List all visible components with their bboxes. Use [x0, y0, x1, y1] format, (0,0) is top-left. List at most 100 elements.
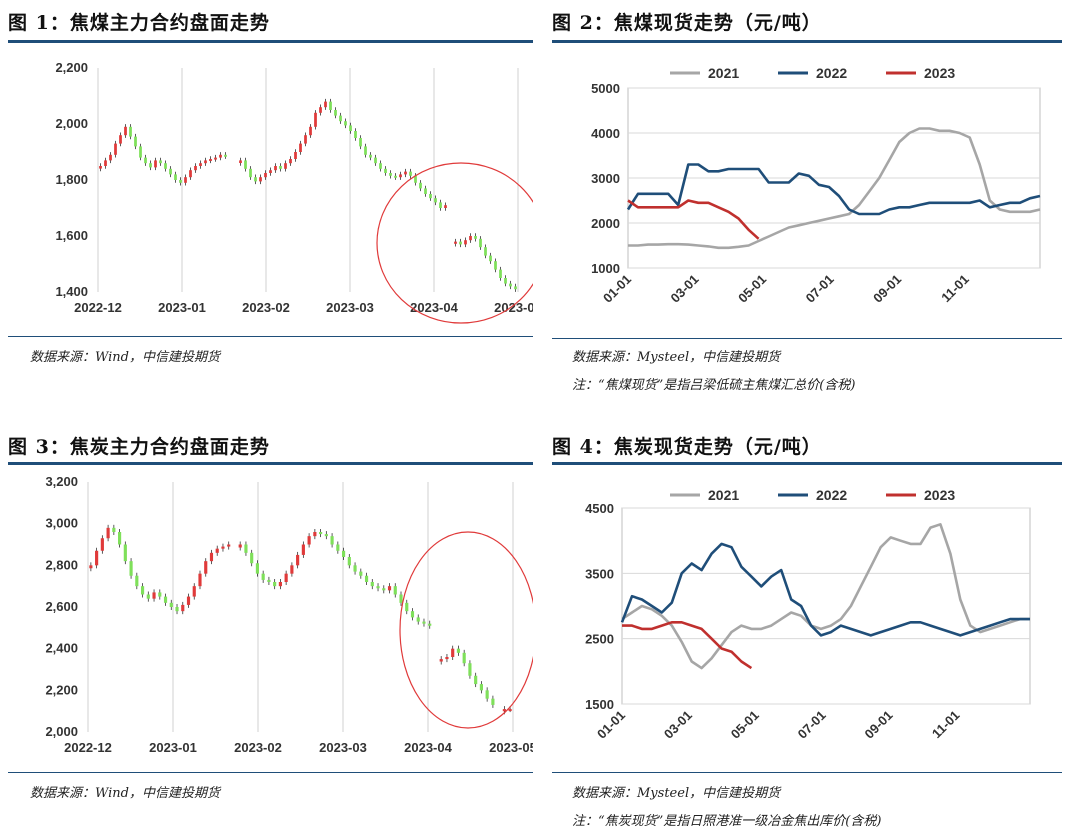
candle-body	[269, 170, 272, 173]
candle-body	[329, 101, 332, 110]
candle-body	[424, 188, 427, 194]
y-tick-label: 3,000	[45, 516, 78, 531]
candle-body	[354, 131, 357, 138]
candle-body	[289, 159, 292, 164]
candle-body	[359, 571, 363, 576]
series-line-2021	[628, 127, 1041, 250]
y-tick-label: 2,400	[45, 641, 78, 656]
y-tick-label: 5000	[591, 81, 620, 96]
y-tick-label: 4000	[591, 126, 620, 141]
candle-body	[484, 247, 487, 256]
y-tick-label: 1000	[591, 261, 620, 276]
candle-body	[152, 592, 156, 599]
candle-body	[209, 552, 214, 562]
figure-1-title: 图 1：焦煤主力合约盘面走势	[8, 12, 270, 34]
candle-body	[347, 557, 351, 566]
candle-body	[284, 163, 287, 169]
figure-2-title: 图 2：焦煤现货走势（元/吨）	[552, 12, 822, 34]
x-tick-label: 2023-04	[410, 300, 458, 315]
candle-body	[238, 544, 242, 548]
candle-body	[330, 536, 334, 545]
candle-body	[341, 550, 346, 557]
y-tick-label: 3000	[591, 171, 620, 186]
candle-body	[376, 586, 380, 589]
candle-body	[244, 544, 248, 553]
figure-2-chart: 1000 2000 3000 4000 5000 01-01 03-01 05-01 07-01…	[591, 65, 1041, 306]
candle-body	[179, 180, 182, 183]
candle-body	[399, 594, 403, 603]
x-tick-label: 03-01	[668, 272, 702, 306]
candle-body	[499, 269, 502, 278]
candle-body	[106, 527, 110, 539]
candle-body	[304, 135, 307, 144]
candle-body	[508, 709, 512, 712]
candle-body	[489, 255, 492, 262]
candle-body	[294, 152, 297, 159]
candle-body	[250, 552, 254, 564]
candle-body	[379, 163, 382, 169]
figure-4-source: 数据来源：Mysteel，中信建投期货	[572, 786, 781, 801]
candle-body	[410, 611, 415, 618]
y-tick-label: 4500	[585, 501, 614, 516]
candle-body	[284, 573, 288, 582]
y-tick-label: 1500	[585, 697, 614, 712]
candle-body	[124, 126, 127, 136]
candle-body	[214, 157, 217, 160]
candle-body	[123, 544, 127, 562]
candle-body	[404, 171, 407, 175]
legend-label: 2022	[816, 65, 847, 81]
x-tick-label: 2023-05	[494, 300, 533, 315]
candle-body	[221, 546, 225, 549]
candle-body	[181, 604, 185, 612]
candle-body	[99, 166, 102, 169]
series-line-2022	[620, 542, 1030, 637]
candle-body	[370, 582, 374, 587]
x-tick-label: 11-01	[929, 708, 963, 742]
candle-body	[134, 136, 137, 147]
candle-body	[416, 617, 420, 622]
candle-body	[215, 548, 219, 553]
candle-body	[109, 154, 112, 161]
candle-body	[468, 663, 472, 676]
x-tick-label: 2023-01	[158, 300, 206, 315]
y-tick-label: 3,200	[45, 474, 78, 489]
candle-body	[464, 240, 467, 245]
y-tick-label: 2,000	[45, 724, 78, 739]
candle-body	[274, 166, 277, 171]
x-tick-label: 2023-03	[326, 300, 374, 315]
candle-body	[169, 602, 173, 607]
candle-body	[135, 575, 139, 587]
candle-body	[491, 698, 495, 705]
candle-body	[264, 173, 267, 178]
plot-frame	[621, 507, 1031, 705]
candle-body	[399, 174, 402, 178]
x-tick-label: 2023-05	[489, 740, 533, 755]
figure-4-title: 图 4：焦炭现货走势（元/吨）	[552, 436, 822, 458]
figure-3-source: 数据来源：Wind，中信建投期货	[30, 786, 220, 801]
candle-body	[261, 573, 265, 580]
candle-body	[164, 163, 167, 169]
candle-body	[100, 538, 104, 551]
candle-body	[334, 110, 337, 116]
candle-body	[394, 175, 397, 178]
candle-body	[184, 177, 187, 183]
candle-body	[509, 283, 512, 287]
candle-body	[419, 182, 422, 189]
candle-body	[224, 154, 227, 157]
x-tick-label: 2023-01	[149, 740, 197, 755]
y-tick-label: 2500	[585, 632, 614, 647]
x-tick-label: 2023-02	[234, 740, 282, 755]
candle-body	[299, 143, 302, 152]
candle-body	[204, 561, 208, 574]
candle-body	[158, 592, 162, 597]
candle-body	[439, 202, 442, 208]
candle-body	[149, 163, 152, 168]
candle-body	[114, 143, 117, 155]
annotation-ellipse	[399, 531, 533, 729]
candle-body	[290, 565, 294, 574]
legend-label: 2021	[708, 487, 739, 503]
candle-body	[454, 241, 457, 244]
x-tick-label: 05-01	[728, 708, 762, 742]
candle-body	[255, 563, 260, 574]
series-line-2023	[622, 621, 753, 670]
